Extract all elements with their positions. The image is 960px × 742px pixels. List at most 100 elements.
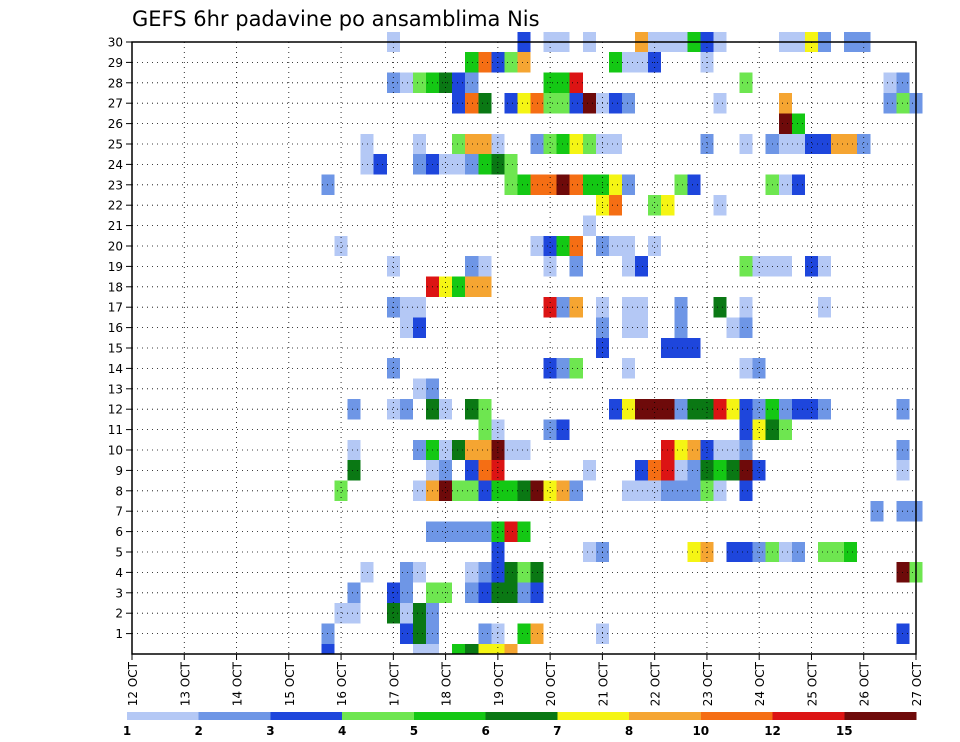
heatmap-cell xyxy=(739,439,753,461)
heatmap-cell xyxy=(478,399,492,420)
heatmap-cell xyxy=(504,582,518,603)
heatmap-cell xyxy=(674,297,688,318)
heatmap-cell xyxy=(465,643,479,654)
heatmap-cell xyxy=(818,399,832,420)
colorbar-swatch xyxy=(413,712,487,720)
heatmap-cell xyxy=(478,582,492,603)
heatmap-cell xyxy=(582,541,596,563)
y-tick-label: 16 xyxy=(108,321,123,335)
heatmap-cell xyxy=(778,541,792,563)
y-tick-label: 2 xyxy=(115,607,123,621)
colorbar-swatch xyxy=(557,712,630,720)
heatmap-cell xyxy=(791,174,805,195)
y-tick-label: 23 xyxy=(108,178,123,192)
colorbar-swatch xyxy=(844,712,917,720)
heatmap-cell xyxy=(465,521,479,542)
heatmap-cell xyxy=(399,603,413,624)
heatmap-cell xyxy=(818,541,832,563)
x-tick-label: 20 OCT xyxy=(544,661,558,706)
heatmap-cell xyxy=(622,399,636,420)
heatmap-cell xyxy=(687,480,701,501)
heatmap-cell xyxy=(687,460,701,481)
heatmap-cell xyxy=(635,480,649,501)
heatmap-cell xyxy=(465,256,479,277)
y-tick-label: 15 xyxy=(108,342,123,356)
heatmap-cell xyxy=(635,52,649,73)
heatmap-cell xyxy=(465,154,479,175)
colorbar-label: 8 xyxy=(625,724,633,738)
heatmap-cell xyxy=(504,52,518,73)
heatmap-cell xyxy=(556,93,570,114)
heatmap-cell xyxy=(556,480,570,501)
y-tick-label: 11 xyxy=(108,423,123,437)
heatmap-cell xyxy=(504,439,518,461)
heatmap-cell xyxy=(465,582,479,603)
heatmap-cell xyxy=(543,256,557,277)
heatmap-cell xyxy=(543,480,557,501)
heatmap-cell xyxy=(883,93,897,114)
y-tick-label: 26 xyxy=(108,117,123,131)
heatmap-cell xyxy=(569,72,583,93)
heatmap-cell xyxy=(452,480,466,501)
heatmap-cell xyxy=(635,256,649,277)
heatmap-cell xyxy=(687,541,701,563)
heatmap-cell xyxy=(726,439,740,461)
x-tick-label: 14 OCT xyxy=(231,661,245,706)
y-tick-label: 22 xyxy=(108,199,123,213)
heatmap-cell xyxy=(386,256,400,277)
heatmap-cell xyxy=(674,460,688,481)
heatmap-cell xyxy=(412,72,426,93)
heatmap-cell xyxy=(347,582,361,603)
heatmap-cell xyxy=(569,358,583,379)
heatmap-cell xyxy=(739,317,753,338)
y-tick-label: 20 xyxy=(108,240,123,254)
heatmap-cell xyxy=(648,460,662,481)
heatmap-cell xyxy=(452,133,466,155)
heatmap-cell xyxy=(739,358,753,379)
heatmap-cell xyxy=(582,174,596,195)
heatmap-cell xyxy=(439,480,453,501)
heatmap-cell xyxy=(556,419,570,440)
heatmap-cell xyxy=(791,133,805,155)
heatmap-cell xyxy=(622,358,636,379)
heatmap-cell xyxy=(478,256,492,277)
colorbar-label: 6 xyxy=(481,724,489,738)
heatmap-cell xyxy=(569,174,583,195)
heatmap-cell xyxy=(569,235,583,257)
y-tick-label: 18 xyxy=(108,280,123,294)
heatmap-cell xyxy=(713,195,727,216)
x-tick-label: 27 OCT xyxy=(910,661,924,706)
heatmap-cell xyxy=(726,541,740,563)
colorbar-label: 12 xyxy=(764,724,781,738)
y-tick-label: 21 xyxy=(108,219,123,233)
heatmap-cell xyxy=(452,276,466,297)
heatmap-cell xyxy=(412,623,426,644)
heatmap-cell xyxy=(399,399,413,420)
heatmap-cell xyxy=(399,582,413,603)
heatmap-cell xyxy=(569,480,583,501)
heatmap-cell xyxy=(412,439,426,461)
heatmap-cell xyxy=(778,256,792,277)
colorbar-label: 7 xyxy=(553,724,561,738)
heatmap-cell xyxy=(412,317,426,338)
heatmap-cell xyxy=(412,133,426,155)
y-tick-label: 7 xyxy=(115,505,123,519)
heatmap-cell xyxy=(517,174,531,195)
heatmap-cell xyxy=(582,460,596,481)
y-tick-label: 25 xyxy=(108,138,123,152)
y-tick-label: 9 xyxy=(115,464,123,478)
heatmap-cell xyxy=(347,460,361,481)
heatmap-cell xyxy=(543,133,557,155)
heatmap-cell xyxy=(739,133,753,155)
heatmap-cell xyxy=(569,256,583,277)
heatmap-cell xyxy=(752,358,766,379)
heatmap-cell xyxy=(608,52,622,73)
heatmap-cell xyxy=(726,317,740,338)
heatmap-cell xyxy=(465,399,479,420)
heatmap-cell xyxy=(373,154,387,175)
heatmap-cell xyxy=(399,72,413,93)
heatmap-cell xyxy=(648,480,662,501)
heatmap-cell xyxy=(504,93,518,114)
heatmap-cell xyxy=(504,154,518,175)
heatmap-cell xyxy=(465,276,479,297)
